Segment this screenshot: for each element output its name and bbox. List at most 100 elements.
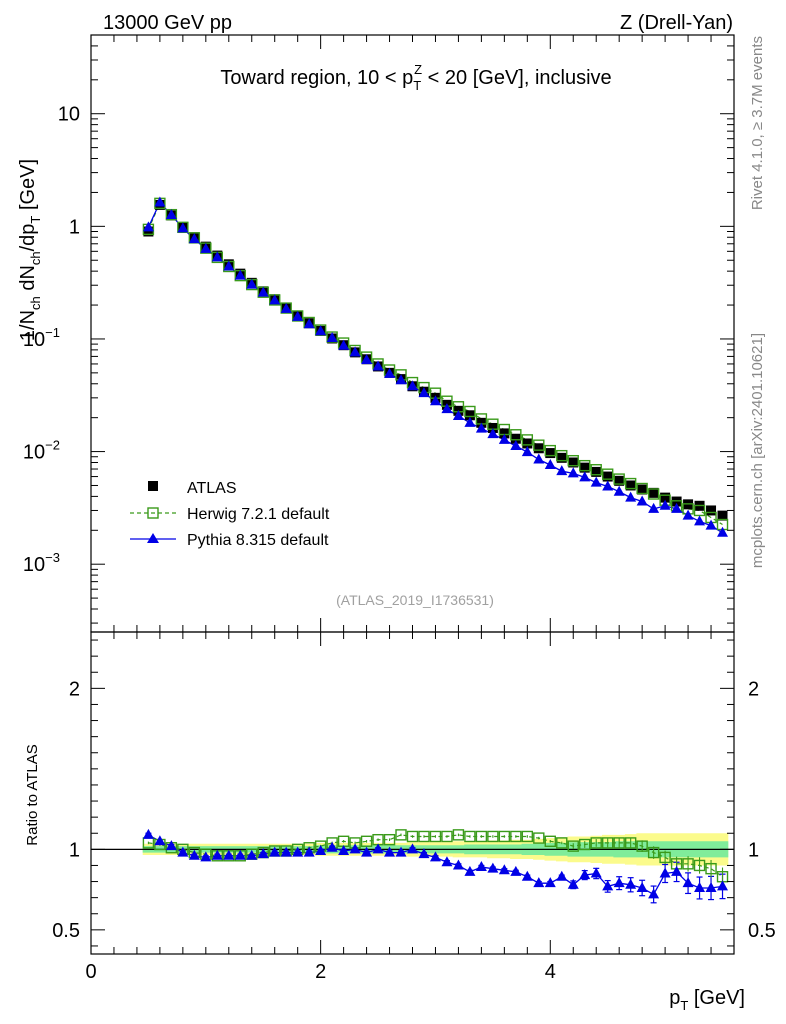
herwig-point: [624, 477, 637, 490]
y-tick-label: 10−2: [23, 438, 60, 464]
y-tick-label: 10: [58, 104, 80, 126]
y-tick-label: 10−1: [23, 325, 60, 351]
herwig-point: [521, 434, 534, 446]
atlas-point: [487, 422, 498, 433]
pythia-point: [269, 294, 281, 305]
pythia-point: [246, 278, 258, 289]
header-left: 13000 GeV pp: [103, 12, 232, 34]
pythia-point: [234, 269, 246, 280]
herwig-point: [567, 454, 579, 467]
pythia-point: [544, 458, 556, 469]
atlas-point: [499, 428, 510, 439]
legend-marker-herwig: [147, 507, 159, 519]
pythia-point: [682, 509, 694, 520]
herwig-point: [647, 488, 660, 500]
pythia-ratio-point: [452, 859, 464, 870]
herwig-point: [636, 482, 648, 495]
pythia-ratio-point: [579, 869, 591, 880]
herwig-point: [601, 468, 614, 480]
pythia-ratio-point: [705, 881, 717, 892]
pythia-point: [659, 499, 671, 510]
herwig-ratio-point: [579, 838, 591, 851]
herwig-ratio-point: [693, 859, 706, 872]
pythia-ratio-point: [303, 846, 315, 857]
herwig-point: [533, 439, 545, 451]
pythia-ratio-point: [223, 849, 235, 860]
pythia-point: [498, 433, 510, 444]
pythia-ratio-point: [257, 848, 269, 859]
pythia-point: [636, 495, 648, 506]
pythia-point: [315, 325, 327, 336]
pythia-point: [165, 209, 177, 220]
herwig-ratio-point: [567, 840, 579, 852]
pythia-ratio-point: [315, 844, 327, 855]
pythia-point: [395, 374, 407, 385]
pythia-point: [625, 491, 637, 502]
y-tick-label: 1: [69, 216, 80, 238]
pythia-ratio-point: [556, 870, 568, 881]
atlas-point: [614, 475, 625, 486]
herwig-ratio-point: [556, 837, 568, 849]
pythia-ratio-point: [349, 843, 361, 854]
herwig-ratio-point: [682, 858, 694, 870]
atlas-point: [717, 510, 728, 521]
pythia-ratio-point: [717, 880, 729, 891]
atlas-point: [602, 471, 613, 482]
herwig-point: [510, 429, 522, 441]
pythia-ratio-point: [671, 865, 683, 876]
pythia-point: [142, 221, 154, 232]
pythia-point: [326, 331, 338, 342]
pythia-point: [441, 403, 453, 414]
herwig-ratio-point: [406, 830, 419, 843]
herwig-ratio-point: [636, 840, 648, 852]
pythia-ratio-point: [533, 877, 545, 888]
herwig-ratio-point: [647, 846, 660, 859]
atlas-point: [579, 462, 590, 473]
herwig-ratio-point: [395, 829, 407, 841]
pythia-point: [510, 440, 522, 451]
atlas-point: [464, 410, 475, 421]
pythia-ratio-point: [521, 870, 533, 881]
herwig-ratio-point: [659, 851, 671, 864]
herwig-ratio-point: [705, 862, 717, 875]
pythia-ratio-point: [280, 846, 292, 857]
herwig-ratio-point: [383, 833, 396, 846]
herwig-ratio-line: [148, 834, 723, 878]
herwig-ratio-point: [510, 830, 522, 843]
pythia-point: [211, 251, 223, 262]
herwig-ratio-point: [429, 830, 442, 843]
x-tick-label: 4: [545, 961, 556, 983]
pythia-ratio-point: [590, 867, 602, 878]
pythia-point: [579, 471, 591, 482]
herwig-ratio-point: [464, 830, 476, 843]
pythia-ratio-point: [613, 877, 625, 888]
pythia-point: [521, 446, 533, 457]
herwig-ratio-point: [360, 835, 373, 847]
pythia-point: [292, 310, 304, 321]
header-right: Z (Drell-Yan): [620, 12, 733, 34]
herwig-ratio-point: [624, 837, 637, 849]
y-tick-label: 10−3: [23, 550, 60, 576]
pythia-ratio-point: [246, 849, 258, 860]
pythia-ratio-point: [142, 828, 154, 839]
herwig-ratio-point: [613, 837, 625, 849]
herwig-ratio-point: [544, 835, 556, 847]
pythia-ratio-point: [682, 877, 694, 888]
atlas-point: [510, 433, 521, 444]
pythia-ratio-point: [395, 846, 407, 857]
pythia-point: [648, 502, 660, 513]
legend-marker-pythia: [147, 533, 159, 543]
ratio-tick-label-right: 0.5: [748, 920, 776, 942]
legend-label-atlas: ATLAS: [187, 480, 237, 497]
pythia-point: [671, 502, 683, 513]
pythia-ratio-point: [234, 849, 246, 860]
pythia-ratio-point: [475, 861, 487, 872]
pythia-point: [223, 260, 235, 271]
pythia-ratio-point: [211, 849, 223, 860]
atlas-point: [671, 496, 682, 507]
ratio-plot-frame: [90, 631, 735, 955]
pythia-ratio-point: [544, 877, 556, 888]
x-axis-label: pT [GeV]: [669, 987, 745, 1013]
pythia-ratio-point: [338, 844, 350, 855]
pythia-point: [280, 302, 292, 313]
